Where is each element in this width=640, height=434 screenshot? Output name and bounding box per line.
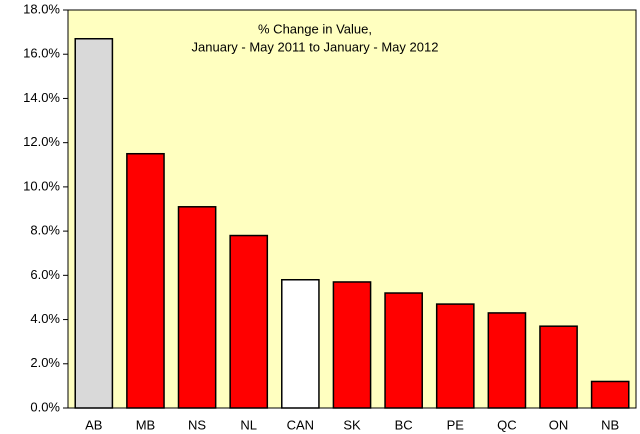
bar bbox=[74, 37, 114, 409]
y-tick-label: 4.0% bbox=[30, 311, 60, 326]
bar bbox=[126, 152, 165, 409]
y-tick-label: 16.0% bbox=[23, 46, 60, 61]
bar bbox=[487, 312, 527, 409]
y-tick-label: 10.0% bbox=[23, 178, 60, 193]
chart-subtitle: January - May 2011 to January - May 2012 bbox=[192, 39, 439, 54]
bar bbox=[332, 281, 372, 409]
x-tick-label: MB bbox=[136, 417, 156, 432]
y-tick-label: 0.0% bbox=[30, 399, 60, 414]
x-tick-label: BC bbox=[395, 417, 413, 432]
bar bbox=[435, 303, 475, 409]
bar bbox=[539, 325, 578, 409]
bar bbox=[281, 279, 320, 409]
y-tick-label: 6.0% bbox=[30, 267, 60, 282]
chart-title: % Change in Value, bbox=[258, 21, 372, 36]
bar bbox=[177, 206, 217, 409]
x-tick-label: NL bbox=[240, 417, 257, 432]
x-tick-label: QC bbox=[497, 417, 517, 432]
y-tick-label: 2.0% bbox=[30, 355, 60, 370]
x-tick-label: NS bbox=[188, 417, 206, 432]
bar bbox=[384, 292, 423, 409]
y-tick-label: 12.0% bbox=[23, 134, 60, 149]
x-tick-label: PE bbox=[447, 417, 465, 432]
y-tick-label: 18.0% bbox=[23, 1, 60, 16]
x-tick-label: ON bbox=[549, 417, 569, 432]
x-tick-label: CAN bbox=[287, 417, 314, 432]
x-tick-label: AB bbox=[85, 417, 102, 432]
bar bbox=[590, 380, 630, 409]
y-tick-label: 8.0% bbox=[30, 223, 60, 238]
y-tick-label: 14.0% bbox=[23, 90, 60, 105]
bar bbox=[229, 234, 269, 409]
x-tick-label: NB bbox=[601, 417, 619, 432]
x-tick-label: SK bbox=[343, 417, 361, 432]
